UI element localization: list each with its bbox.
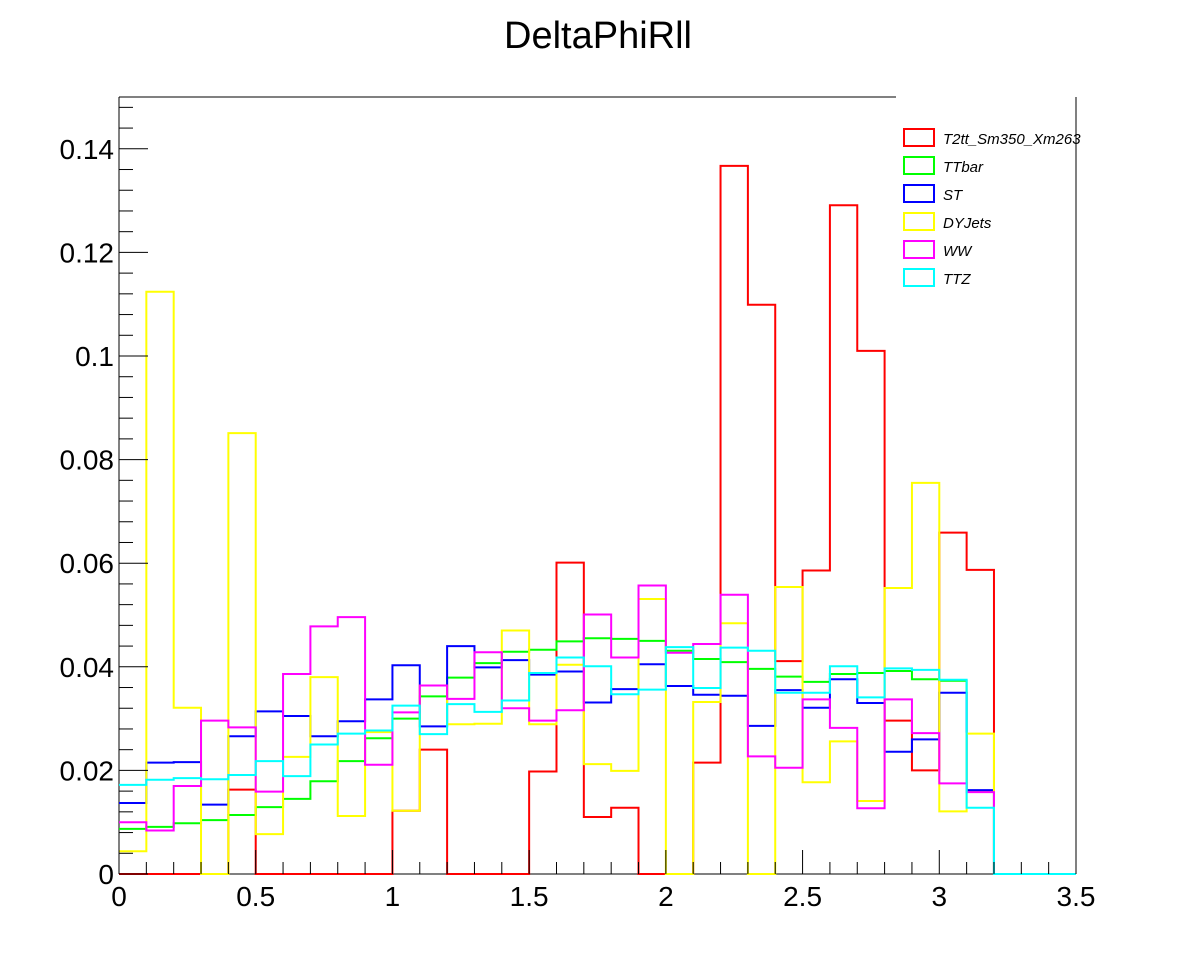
series-line-ttz (119, 646, 1076, 875)
legend-swatch (903, 184, 935, 203)
legend-swatch (903, 128, 935, 147)
x-tick-label: 2 (658, 881, 674, 912)
legend-swatch (903, 212, 935, 231)
x-tick-label: 0.5 (236, 881, 275, 912)
y-tick-label: 0.14 (60, 134, 115, 165)
x-tick-label: 0 (111, 881, 127, 912)
y-tick-label: 0.12 (60, 237, 115, 268)
legend-label: TTZ (943, 271, 971, 288)
axes: 0 0.5 1 1.5 2 2.5 3 3.5 0 0.02 0.04 0.06 0.08 0.1 0.12… (60, 106, 1096, 912)
histogram-series (119, 164, 1076, 875)
x-tick-label: 3.5 (1057, 881, 1096, 912)
chart-title: DeltaPhiRll (504, 15, 692, 57)
legend: T2tt_Sm350_Xm263 TTbar ST DYJets WW TTZ (903, 128, 1081, 288)
legend-swatch (903, 268, 935, 287)
legend-swatch (903, 240, 935, 259)
series-line-dyjets (119, 290, 1076, 875)
legend-label: TTbar (943, 159, 984, 176)
y-tick-label: 0.06 (60, 548, 115, 579)
x-tick-label: 2.5 (783, 881, 822, 912)
x-tick-label: 1.5 (510, 881, 549, 912)
x-tick-label: 3 (931, 881, 947, 912)
legend-label: T2tt_Sm350_Xm263 (943, 131, 1081, 148)
y-tick-label: 0.02 (60, 755, 115, 786)
y-tick-label: 0 (98, 859, 114, 890)
y-tick-label: 0.1 (75, 341, 114, 372)
legend-label: WW (943, 243, 973, 260)
y-tick-label: 0.04 (60, 652, 115, 683)
legend-label: DYJets (943, 215, 992, 232)
y-tick-label: 0.08 (60, 445, 115, 476)
x-tick-label: 1 (385, 881, 401, 912)
legend-label: ST (943, 187, 964, 204)
legend-swatch (903, 156, 935, 175)
